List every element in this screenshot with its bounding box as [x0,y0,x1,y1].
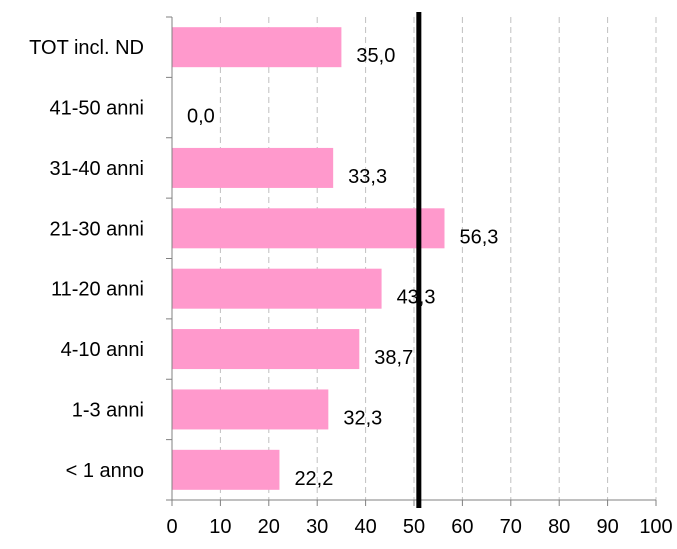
data-label: 38,7 [374,347,413,369]
category-label: 31-40 anni [49,158,144,180]
data-label: 56,3 [459,226,498,248]
category-label: 41-50 anni [49,98,144,120]
data-label: 35,0 [356,45,395,67]
x-tick-label: 60 [451,516,473,538]
category-label: 1-3 anni [72,399,144,421]
category-label: 4-10 anni [61,339,144,361]
x-tick-label: 90 [596,516,618,538]
bar [172,329,360,370]
x-tick-label: 20 [258,516,280,538]
bar [172,27,342,68]
data-label: 0,0 [187,106,215,128]
data-label: 22,2 [294,468,333,490]
bar [172,389,329,430]
x-tick-label: 80 [548,516,570,538]
data-label: 33,3 [348,166,387,188]
x-tick-label: 100 [639,516,672,538]
axes [166,12,657,508]
x-tick-label: 70 [500,516,522,538]
x-tick-label: 30 [306,516,328,538]
category-label: TOT incl. ND [29,37,144,59]
x-tick-label: 50 [403,516,425,538]
data-label: 43,3 [397,287,436,309]
category-label: < 1 anno [66,460,144,482]
x-tick-label: 10 [209,516,231,538]
bar [172,268,382,309]
gridlines [219,17,657,500]
labels: TOT incl. ND 41-50 anni 31-40 anni 21-30 an… [29,37,673,538]
data-label: 32,3 [343,407,382,429]
bar [172,449,280,490]
category-label: 21-30 anni [49,218,144,240]
x-tick-label: 40 [354,516,376,538]
bar [172,147,334,188]
bars [172,27,445,490]
x-tick-label: 0 [166,516,177,538]
category-label: 11-20 anni [51,279,144,301]
bar [172,208,445,249]
